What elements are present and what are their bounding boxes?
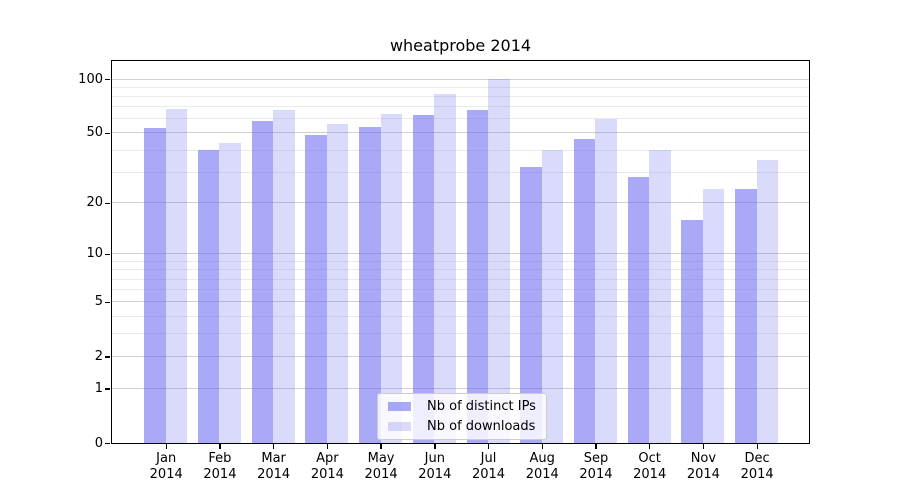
chart-title: wheatprobe 2014: [389, 36, 532, 55]
x-tick-label: Aug 2014: [525, 451, 559, 482]
gridline-major: [112, 253, 809, 255]
bar-ips-may: [359, 127, 381, 443]
x-tick-label: Apr 2014: [310, 451, 344, 482]
y-tick-label: 0: [94, 435, 103, 451]
gridline-minor: [112, 269, 809, 271]
y-tick-label: 5: [94, 294, 103, 310]
gridline-major: [112, 78, 809, 80]
x-tick-mark: [273, 444, 275, 449]
gridline-minor: [112, 260, 809, 262]
x-tick-label: Oct 2014: [633, 451, 667, 482]
bar-ips-feb: [197, 150, 220, 443]
gridline-minor: [112, 289, 809, 291]
y-tick-label: 100: [78, 71, 103, 87]
bar-downloads-aug: [541, 150, 564, 443]
bar-ips-apr: [305, 134, 327, 443]
bar-downloads-sep: [595, 118, 617, 443]
y-tick-label: 50: [86, 125, 103, 141]
x-tick-label: May 2014: [364, 451, 398, 482]
bar-downloads-oct: [649, 150, 671, 443]
legend-swatch-downloads: [388, 422, 411, 431]
legend-label-ips: Nb of distinct IPs: [427, 399, 536, 414]
bar-downloads-feb: [219, 142, 241, 443]
x-tick-mark: [165, 444, 167, 449]
gridline-major: [112, 355, 809, 357]
gridline-minor: [112, 315, 809, 317]
x-tick-mark: [595, 444, 597, 449]
bar-downloads-nov: [702, 189, 725, 443]
x-tick-mark: [487, 444, 490, 449]
legend-item-downloads: Nb of downloads: [388, 418, 536, 435]
gridline-major: [112, 301, 809, 303]
y-tick-label: 2: [94, 348, 103, 364]
bar-downloads-dec: [756, 160, 779, 443]
x-tick-label: Dec 2014: [740, 451, 774, 482]
x-tick-label: Jan 2014: [149, 451, 183, 482]
y-tick-label: 20: [86, 195, 103, 211]
bar-ips-jul: [466, 110, 489, 443]
bar-ips-oct: [627, 177, 650, 443]
bar-ips-sep: [573, 139, 596, 443]
x-tick-mark: [756, 444, 758, 449]
x-tick-label: Jul 2014: [471, 451, 506, 482]
y-tick-mark: [105, 202, 110, 205]
gridline-major: [112, 202, 809, 204]
x-tick-label: Nov 2014: [686, 451, 720, 482]
gridline-minor: [112, 278, 809, 280]
legend-item-ips: Nb of distinct IPs: [388, 398, 536, 415]
gridline-major: [112, 387, 809, 389]
bar-ips-nov: [681, 219, 703, 443]
x-tick-mark: [380, 444, 382, 449]
bar-ips-jun: [412, 115, 435, 443]
x-tick-mark: [219, 444, 221, 449]
x-tick-mark: [326, 444, 329, 449]
legend-label-downloads: Nb of downloads: [427, 419, 536, 434]
bar-ips-jan: [144, 128, 166, 443]
y-tick-mark: [105, 388, 110, 390]
x-tick-label: Sep 2014: [579, 451, 613, 482]
y-tick-mark: [105, 442, 110, 445]
x-tick-label: Jun 2014: [418, 451, 452, 482]
bar-downloads-jul: [488, 79, 510, 443]
gridline-minor: [112, 333, 809, 335]
y-tick-mark: [105, 253, 110, 256]
bar-ips-dec: [735, 189, 757, 443]
bar-downloads-jan: [165, 109, 188, 443]
bar-ips-aug: [520, 167, 542, 443]
y-tick-mark: [105, 301, 110, 303]
legend-swatch-ips: [388, 402, 411, 411]
legend: Nb of distinct IPs Nb of downloads: [377, 393, 547, 440]
gridline-minor: [112, 149, 809, 151]
bar-downloads-may: [380, 113, 403, 443]
y-tick-mark: [105, 78, 110, 81]
y-tick-label: 10: [86, 246, 103, 262]
bar-ips-mar: [251, 121, 274, 443]
x-tick-mark: [434, 444, 436, 449]
gridline-minor: [112, 118, 809, 120]
y-tick-mark: [105, 356, 110, 358]
gridline-major: [112, 132, 809, 134]
x-tick-label: Mar 2014: [257, 451, 291, 482]
gridline-minor: [112, 95, 809, 97]
gridline-minor: [112, 106, 809, 108]
bar-downloads-mar: [273, 110, 295, 443]
gridline-minor: [112, 86, 809, 88]
x-tick-mark: [702, 444, 705, 449]
plot-area: Nb of distinct IPs Nb of downloads: [111, 60, 810, 444]
x-tick-label: Feb 2014: [203, 451, 237, 482]
bar-downloads-jun: [434, 93, 456, 443]
gridline-minor: [112, 171, 809, 173]
y-tick-label: 1: [94, 380, 103, 396]
y-tick-mark: [105, 132, 110, 135]
x-tick-mark: [541, 444, 543, 449]
x-tick-mark: [649, 444, 651, 449]
bar-downloads-apr: [326, 124, 349, 443]
